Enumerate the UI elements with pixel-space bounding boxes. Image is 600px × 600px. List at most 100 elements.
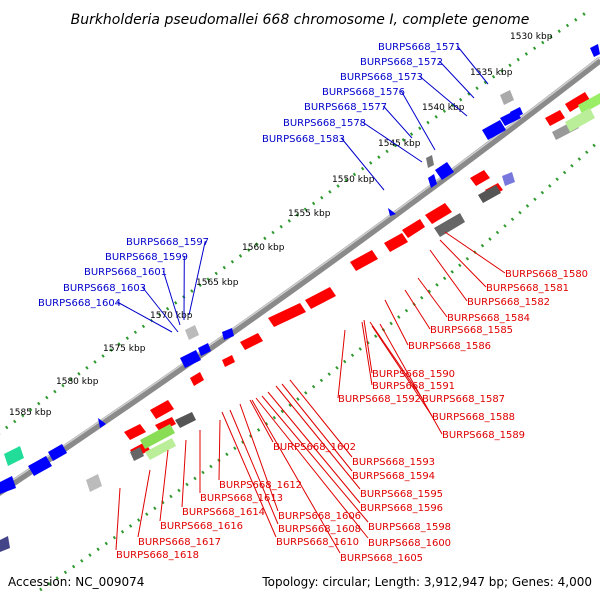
feature-arrow [565, 92, 590, 112]
outer-tick-ring [0, 8, 591, 435]
gene-label-forward: BURPS668_1590 [372, 369, 455, 380]
gene-label-forward: BURPS668_1592 [338, 394, 421, 405]
gene-label-forward: BURPS668_1600 [368, 538, 451, 549]
leader-line [400, 90, 436, 151]
feature-block [0, 536, 10, 552]
feature-arrow [545, 110, 565, 126]
gene-label-forward: BURPS668_1581 [486, 283, 569, 294]
leader-line [115, 487, 121, 551]
leader-line [275, 385, 361, 490]
feature-block [145, 438, 176, 460]
tick-label: 1540 kbp [422, 103, 465, 113]
feature-arrow [28, 456, 52, 476]
label-leaders [115, 45, 506, 554]
gene-label-forward: BURPS668_1616 [160, 521, 243, 532]
tick-label: 1570 kbp [150, 311, 193, 321]
feature-block [502, 172, 515, 186]
gene-label-reverse: BURPS668_1599 [105, 252, 188, 263]
gene-label-forward: BURPS668_1586 [408, 341, 491, 352]
feature-arrow [98, 418, 106, 428]
feature-arrow [155, 417, 176, 432]
tick-label: 1565 kbp [196, 278, 239, 288]
gene-label-reverse: BURPS668_1583 [262, 134, 345, 145]
feature-arrow [402, 219, 425, 238]
gene-label-forward: BURPS668_1610 [276, 537, 359, 548]
feature-block [565, 108, 595, 132]
gene-label-forward: BURPS668_1585 [430, 325, 513, 336]
gene-label-forward: BURPS668_1587 [422, 394, 505, 405]
leader-line [249, 399, 274, 443]
feature-arrow [150, 400, 174, 419]
feature-arrow [198, 343, 211, 356]
tick-label: 1535 kbp [470, 68, 513, 78]
gene-label-forward: BURPS668_1588 [432, 412, 515, 423]
gene-label-forward: BURPS668_1602 [273, 442, 356, 453]
gene-label-forward: BURPS668_1608 [278, 524, 361, 535]
summary-text: Topology: circular; Length: 3,912,947 bp… [261, 575, 592, 589]
feature-arrow [590, 44, 600, 57]
leader-line [379, 323, 443, 435]
feature-block [4, 446, 24, 466]
leader-line [362, 121, 423, 163]
leader-line [438, 60, 475, 99]
feature-block [500, 90, 514, 105]
feature-arrow [435, 162, 454, 180]
leader-line [439, 239, 487, 288]
leader-line [369, 321, 423, 399]
leader-line [181, 439, 187, 508]
leader-line [289, 379, 353, 458]
leader-line [382, 105, 413, 139]
feature-arrow [470, 170, 490, 186]
backbone-group [0, 8, 600, 592]
grey-features [86, 90, 579, 492]
gene-label-reverse: BURPS668_1572 [360, 57, 443, 68]
feature-arrow [0, 476, 16, 494]
tick-label: 1555 kbp [288, 209, 331, 219]
gene-label-forward: BURPS668_1618 [116, 550, 199, 561]
leader-line [337, 329, 346, 399]
gene-label-forward: BURPS668_1617 [138, 537, 221, 548]
feature-arrow [388, 208, 396, 216]
leader-line [384, 299, 409, 346]
leader-line [162, 270, 181, 326]
gene-label-reverse: BURPS668_1597 [126, 237, 209, 248]
leader-line [251, 399, 341, 554]
leader-line [188, 240, 206, 316]
gene-labels: BURPS668_1571 BURPS668_1572 BURPS668_1573 B… [38, 42, 588, 564]
leader-line [255, 397, 369, 539]
backbone [0, 57, 600, 496]
feature-arrow [384, 233, 408, 252]
feature-arrow [222, 328, 234, 340]
feature-block [130, 447, 144, 461]
feature-arrow [48, 444, 67, 461]
green-features [4, 93, 600, 466]
feature-block [140, 424, 175, 449]
tick-label: 1575 kbp [103, 344, 146, 354]
leader-line [340, 137, 385, 191]
tick-label: 1585 kbp [9, 408, 52, 418]
gene-label-reverse: BURPS668_1601 [84, 267, 167, 278]
gene-label-forward: BURPS668_1591 [372, 381, 455, 392]
gene-label-reverse: BURPS668_1603 [63, 283, 146, 294]
tick-label: 1530 kbp [510, 32, 553, 42]
leader-line [239, 403, 279, 512]
feature-block [434, 213, 465, 237]
feature-block [86, 474, 102, 492]
gene-label-reverse: BURPS668_1576 [322, 87, 405, 98]
feature-arrow [305, 287, 336, 309]
gene-label-reverse: BURPS668_1571 [378, 42, 461, 53]
leader-line [417, 277, 448, 318]
gene-label-forward: BURPS668_1580 [505, 269, 588, 280]
tick-label: 1545 kbp [378, 139, 421, 149]
leader-line [363, 319, 373, 374]
feature-arrow [350, 250, 378, 271]
tick-label: 1580 kbp [56, 377, 99, 387]
leader-line [137, 469, 151, 538]
leader-line [456, 45, 489, 85]
leader-line [159, 449, 169, 522]
feature-arrow [222, 355, 235, 367]
leader-line [229, 409, 279, 525]
feature-block [478, 185, 501, 203]
leader-line [404, 289, 431, 330]
